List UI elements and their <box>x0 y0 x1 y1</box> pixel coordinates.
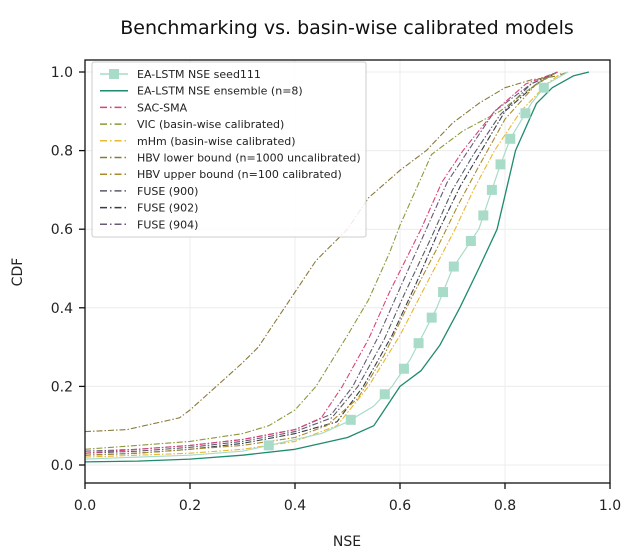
series-marker <box>263 440 274 451</box>
series-marker <box>465 235 476 246</box>
series-marker <box>520 108 531 119</box>
series-line <box>84 71 558 456</box>
y-tick-label: 0.8 <box>51 144 73 160</box>
series-marker <box>379 389 390 400</box>
series-marker <box>413 338 424 349</box>
series-marker <box>345 414 356 425</box>
series-line <box>84 71 558 450</box>
series-hbv-upper-bound-n-100-calibrated <box>84 71 558 456</box>
series-layer <box>84 71 590 463</box>
legend-label: EA-LSTM NSE seed111 <box>137 68 261 81</box>
legend-label: EA-LSTM NSE ensemble (n=8) <box>137 85 303 98</box>
y-tick-label: 1.0 <box>51 65 73 81</box>
y-tick-label: 0.2 <box>51 379 73 395</box>
y-tick-label: 0.4 <box>51 301 73 317</box>
legend-item: FUSE (900) <box>100 185 198 198</box>
series-marker <box>538 82 549 93</box>
series-fuse-900 <box>84 71 558 454</box>
x-axis-label: NSE <box>333 534 361 550</box>
series-line <box>84 71 558 452</box>
legend-label: FUSE (902) <box>137 202 198 215</box>
legend-box <box>91 61 367 238</box>
legend-item: VIC (basin-wise calibrated) <box>100 118 284 131</box>
y-axis: 0.0 0.2 0.4 0.6 0.8 1.0 <box>51 65 85 474</box>
y-tick-label: 0.6 <box>51 222 73 238</box>
axes-frame <box>84 59 611 484</box>
x-tick-label: 0.2 <box>179 498 201 514</box>
legend-label: mHm (basin-wise calibrated) <box>137 135 296 148</box>
legend-label: SAC-SMA <box>137 101 188 114</box>
series-fuse-902 <box>84 71 558 456</box>
series-marker <box>448 261 459 272</box>
legend-label: HBV upper bound (n=100 calibrated) <box>137 168 342 181</box>
series-fuse-904 <box>84 71 558 452</box>
series-line <box>84 71 590 463</box>
series-marker <box>398 363 409 374</box>
series-vic-basin-wise-calibrated <box>84 71 558 450</box>
legend-label: VIC (basin-wise calibrated) <box>137 118 284 131</box>
y-tick-label: 0.0 <box>51 458 73 474</box>
legend: EA-LSTM NSE seed111 EA-LSTM NSE ensemble … <box>91 61 367 238</box>
x-tick-label: 0.4 <box>284 498 306 514</box>
series-marker <box>426 312 437 323</box>
chart-title: Benchmarking vs. basin-wise calibrated m… <box>120 17 574 39</box>
series-line <box>84 71 558 454</box>
legend-item: FUSE (904) <box>100 218 198 231</box>
legend-label: HBV lower bound (n=1000 uncalibrated) <box>137 152 361 165</box>
series-marker <box>495 159 506 170</box>
y-axis-label: CDF <box>10 258 26 287</box>
legend-item: HBV lower bound (n=1000 uncalibrated) <box>100 152 361 165</box>
series-marker <box>486 184 497 195</box>
x-tick-label: 0.8 <box>494 498 516 514</box>
x-tick-label: 1.0 <box>599 498 621 514</box>
series-marker <box>438 287 449 298</box>
legend-item: EA-LSTM NSE seed111 <box>100 68 261 81</box>
legend-item: EA-LSTM NSE ensemble (n=8) <box>100 85 303 98</box>
legend-item: mHm (basin-wise calibrated) <box>100 135 296 148</box>
series-marker <box>478 210 489 221</box>
legend-item: HBV upper bound (n=100 calibrated) <box>100 168 342 181</box>
legend-marker <box>109 69 119 79</box>
series-ea-lstm-nse-ensemble-n-8 <box>84 71 590 463</box>
series-sac-sma <box>84 71 558 454</box>
legend-item: FUSE (902) <box>100 202 198 215</box>
x-axis: 0.0 0.2 0.4 0.6 0.8 1.0 <box>74 483 621 514</box>
series-ea-lstm-nse-seed111 <box>84 71 569 460</box>
legend-item: SAC-SMA <box>100 101 188 114</box>
x-tick-label: 0.0 <box>74 498 96 514</box>
series-marker <box>505 133 516 144</box>
x-tick-label: 0.6 <box>389 498 411 514</box>
series-line <box>84 71 558 456</box>
legend-label: FUSE (904) <box>137 218 198 231</box>
series-line <box>84 71 558 454</box>
legend-label: FUSE (900) <box>137 185 198 198</box>
